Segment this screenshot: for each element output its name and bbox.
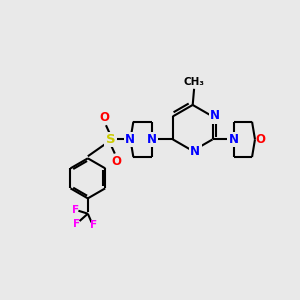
Text: N: N — [125, 133, 135, 146]
Text: O: O — [111, 155, 121, 168]
Text: F: F — [73, 219, 80, 229]
Text: O: O — [255, 133, 265, 146]
Text: N: N — [229, 133, 238, 146]
Text: N: N — [210, 109, 220, 122]
Text: F: F — [90, 220, 97, 230]
Text: F: F — [72, 205, 79, 215]
Text: S: S — [106, 133, 115, 146]
Text: CH₃: CH₃ — [184, 77, 205, 87]
Text: N: N — [190, 145, 200, 158]
Text: O: O — [100, 110, 110, 124]
Text: N: N — [147, 133, 157, 146]
